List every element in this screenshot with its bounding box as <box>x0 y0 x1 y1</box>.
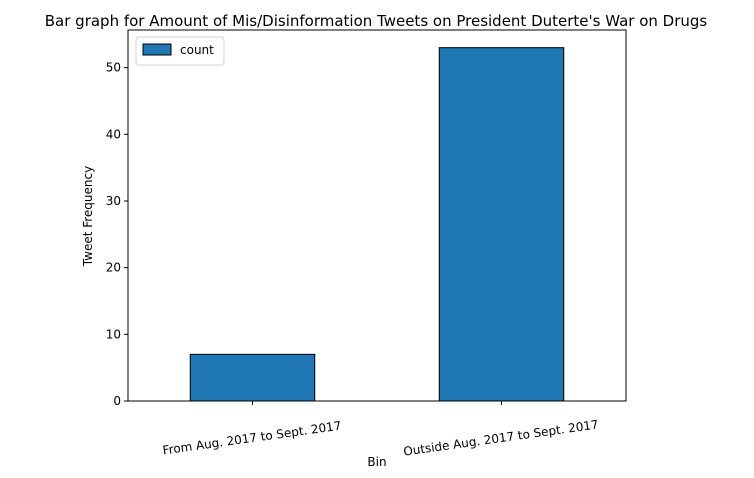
y-tick-label: 50 <box>106 61 121 75</box>
bar-1 <box>189 353 316 402</box>
x-axis-label: Bin <box>367 455 386 469</box>
x-tick-label: Outside Aug. 2017 to Sept. 2017 <box>402 417 599 458</box>
plot-frame <box>127 29 627 402</box>
y-tick-label: 10 <box>106 327 121 341</box>
plot-area <box>127 29 627 402</box>
legend-swatch-count <box>142 43 172 56</box>
bar-2 <box>438 47 565 402</box>
x-axis-ticks: From Aug. 2017 to Sept. 2017 Outside Aug.… <box>162 401 599 459</box>
bars <box>189 47 565 402</box>
y-axis-label: Tweet Frequency <box>81 166 95 267</box>
y-tick-label: 0 <box>113 394 121 408</box>
y-tick-label: 40 <box>106 127 121 141</box>
y-tick-label: 20 <box>106 261 121 275</box>
legend: count <box>135 36 225 66</box>
y-axis-ticks: 0 10 20 30 40 50 <box>106 61 128 408</box>
legend-label-count: count <box>180 43 214 57</box>
chart-title: Bar graph for Amount of Mis/Disinformati… <box>45 12 708 30</box>
y-tick-label: 30 <box>106 194 121 208</box>
x-tick-label: From Aug. 2017 to Sept. 2017 <box>162 419 343 458</box>
